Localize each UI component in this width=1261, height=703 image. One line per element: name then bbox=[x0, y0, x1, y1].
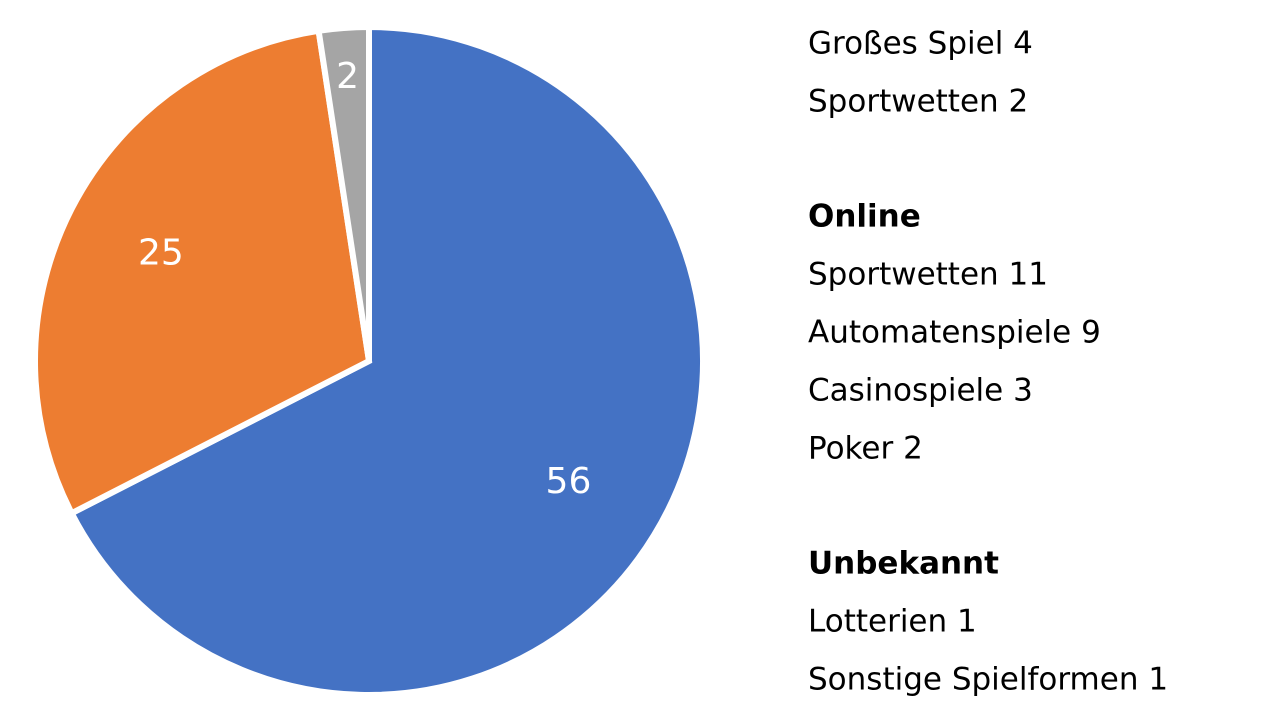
group-item: Automatenspiele 9 bbox=[808, 315, 1101, 351]
data-label: 25 bbox=[138, 232, 184, 273]
group-item: Sportwetten 11 bbox=[808, 257, 1048, 293]
group-item: Sportwetten 2 bbox=[808, 84, 1028, 120]
data-label: 56 bbox=[546, 461, 592, 502]
group-item: Sonstige Spielformen 1 bbox=[808, 662, 1168, 698]
pie-slice bbox=[67, 23, 706, 698]
pie-slice bbox=[32, 27, 373, 518]
group-item: Casinospiele 3 bbox=[808, 373, 1033, 409]
group-heading: Unbekannt bbox=[808, 546, 999, 582]
data-label: 2 bbox=[336, 56, 359, 97]
group-item: Lotterien 1 bbox=[808, 604, 977, 640]
pie-slice bbox=[315, 23, 372, 362]
group-item: Poker 2 bbox=[808, 431, 923, 467]
group-heading: Online bbox=[808, 199, 921, 235]
group-item: Großes Spiel 4 bbox=[808, 26, 1033, 62]
